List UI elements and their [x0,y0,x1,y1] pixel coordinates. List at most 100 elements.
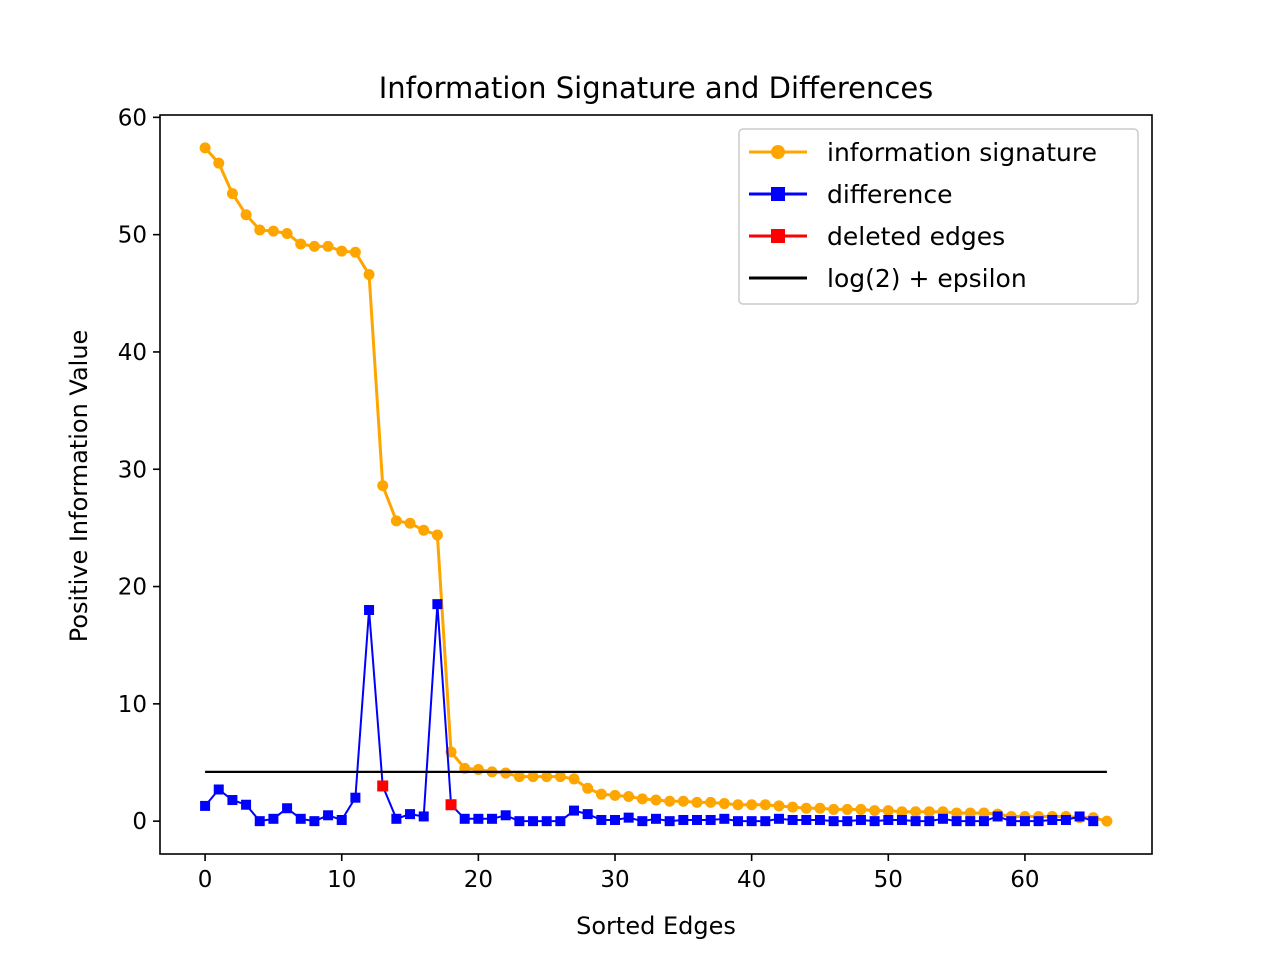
data-point [965,816,976,827]
y-tick-label: 40 [118,340,147,366]
y-tick-label: 60 [118,105,147,131]
data-point [623,812,634,823]
data-point [364,605,375,616]
x-tick-label: 60 [1010,867,1039,893]
data-point [267,225,279,237]
data-point [718,798,730,810]
data-point [814,802,826,814]
legend-marker [771,229,785,243]
data-point [568,773,580,785]
data-point [773,800,785,812]
data-point [923,806,935,818]
data-point [828,803,840,815]
data-point [322,240,334,252]
data-point [746,816,757,827]
data-point [677,795,689,807]
data-point [855,803,867,815]
data-point [282,803,293,814]
data-point [500,767,512,779]
data-point [732,816,743,827]
data-point [1019,816,1030,827]
data-point [637,816,648,827]
data-point [295,813,306,824]
data-point [814,814,825,825]
data-point [200,800,211,811]
data-point [651,813,661,824]
data-point [609,789,621,801]
data-point [555,816,566,827]
data-point [241,799,252,810]
data-point [896,814,907,825]
data-point [213,157,225,169]
data-point [473,813,484,824]
x-tick-label: 10 [327,867,356,893]
data-point [636,793,648,805]
data-point [883,814,894,825]
legend-item-log-2-epsilon: log(2) + epsilon [749,264,1027,293]
data-point [855,814,866,825]
data-point [582,809,593,820]
data-point [350,792,361,803]
data-point [500,810,511,821]
data-point [650,794,662,806]
data-point [336,245,348,257]
data-point [992,811,1003,822]
data-point [295,238,307,250]
data-point [199,142,211,154]
data-point [487,813,498,824]
data-point [281,227,293,239]
data-point [610,814,621,825]
y-tick-label: 0 [132,809,147,835]
data-point [842,816,853,827]
data-point [377,780,389,792]
data-point [787,801,799,813]
data-point [254,816,265,827]
x-tick-label: 40 [737,867,766,893]
legend-label: difference [827,180,953,209]
data-point [787,814,798,825]
legend-item-information-signature: information signature [749,138,1097,167]
data-point [432,599,443,610]
data-point [1060,814,1071,825]
data-point [431,529,443,541]
data-point [691,796,703,808]
data-point [910,816,921,827]
data-point [691,814,702,825]
data-point [309,816,320,827]
legend: information signature difference deleted e… [738,128,1139,305]
data-point [719,813,730,824]
plot-area: 0 10 20 30 40 50 60 0 10 20 30 40 50 60 [118,105,1153,893]
data-point [951,807,963,819]
data-point [240,209,252,221]
data-point [951,816,962,827]
legend-marker [771,187,785,201]
data-point [349,246,361,258]
data-point [323,810,334,821]
data-point [404,517,416,529]
legend-item-difference: difference [749,180,953,209]
data-point [213,784,224,795]
data-point [226,188,238,200]
data-point [896,806,908,818]
data-point [664,816,675,827]
data-point [1033,816,1044,827]
data-point [705,796,717,808]
data-point [254,224,266,236]
y-tick-label: 10 [118,692,147,718]
data-point [527,771,539,783]
legend-marker [771,145,785,159]
y-tick-label: 30 [118,457,147,483]
data-point [801,814,812,825]
series-difference [200,599,1099,827]
data-point [595,788,607,800]
data-point [1006,816,1017,827]
data-point [678,814,689,825]
data-point [978,816,989,827]
data-point [391,813,402,824]
series-information-signature [199,142,1113,827]
data-point [800,802,812,814]
data-point [924,816,935,827]
data-point [869,805,881,817]
x-tick-label: 20 [464,867,493,893]
